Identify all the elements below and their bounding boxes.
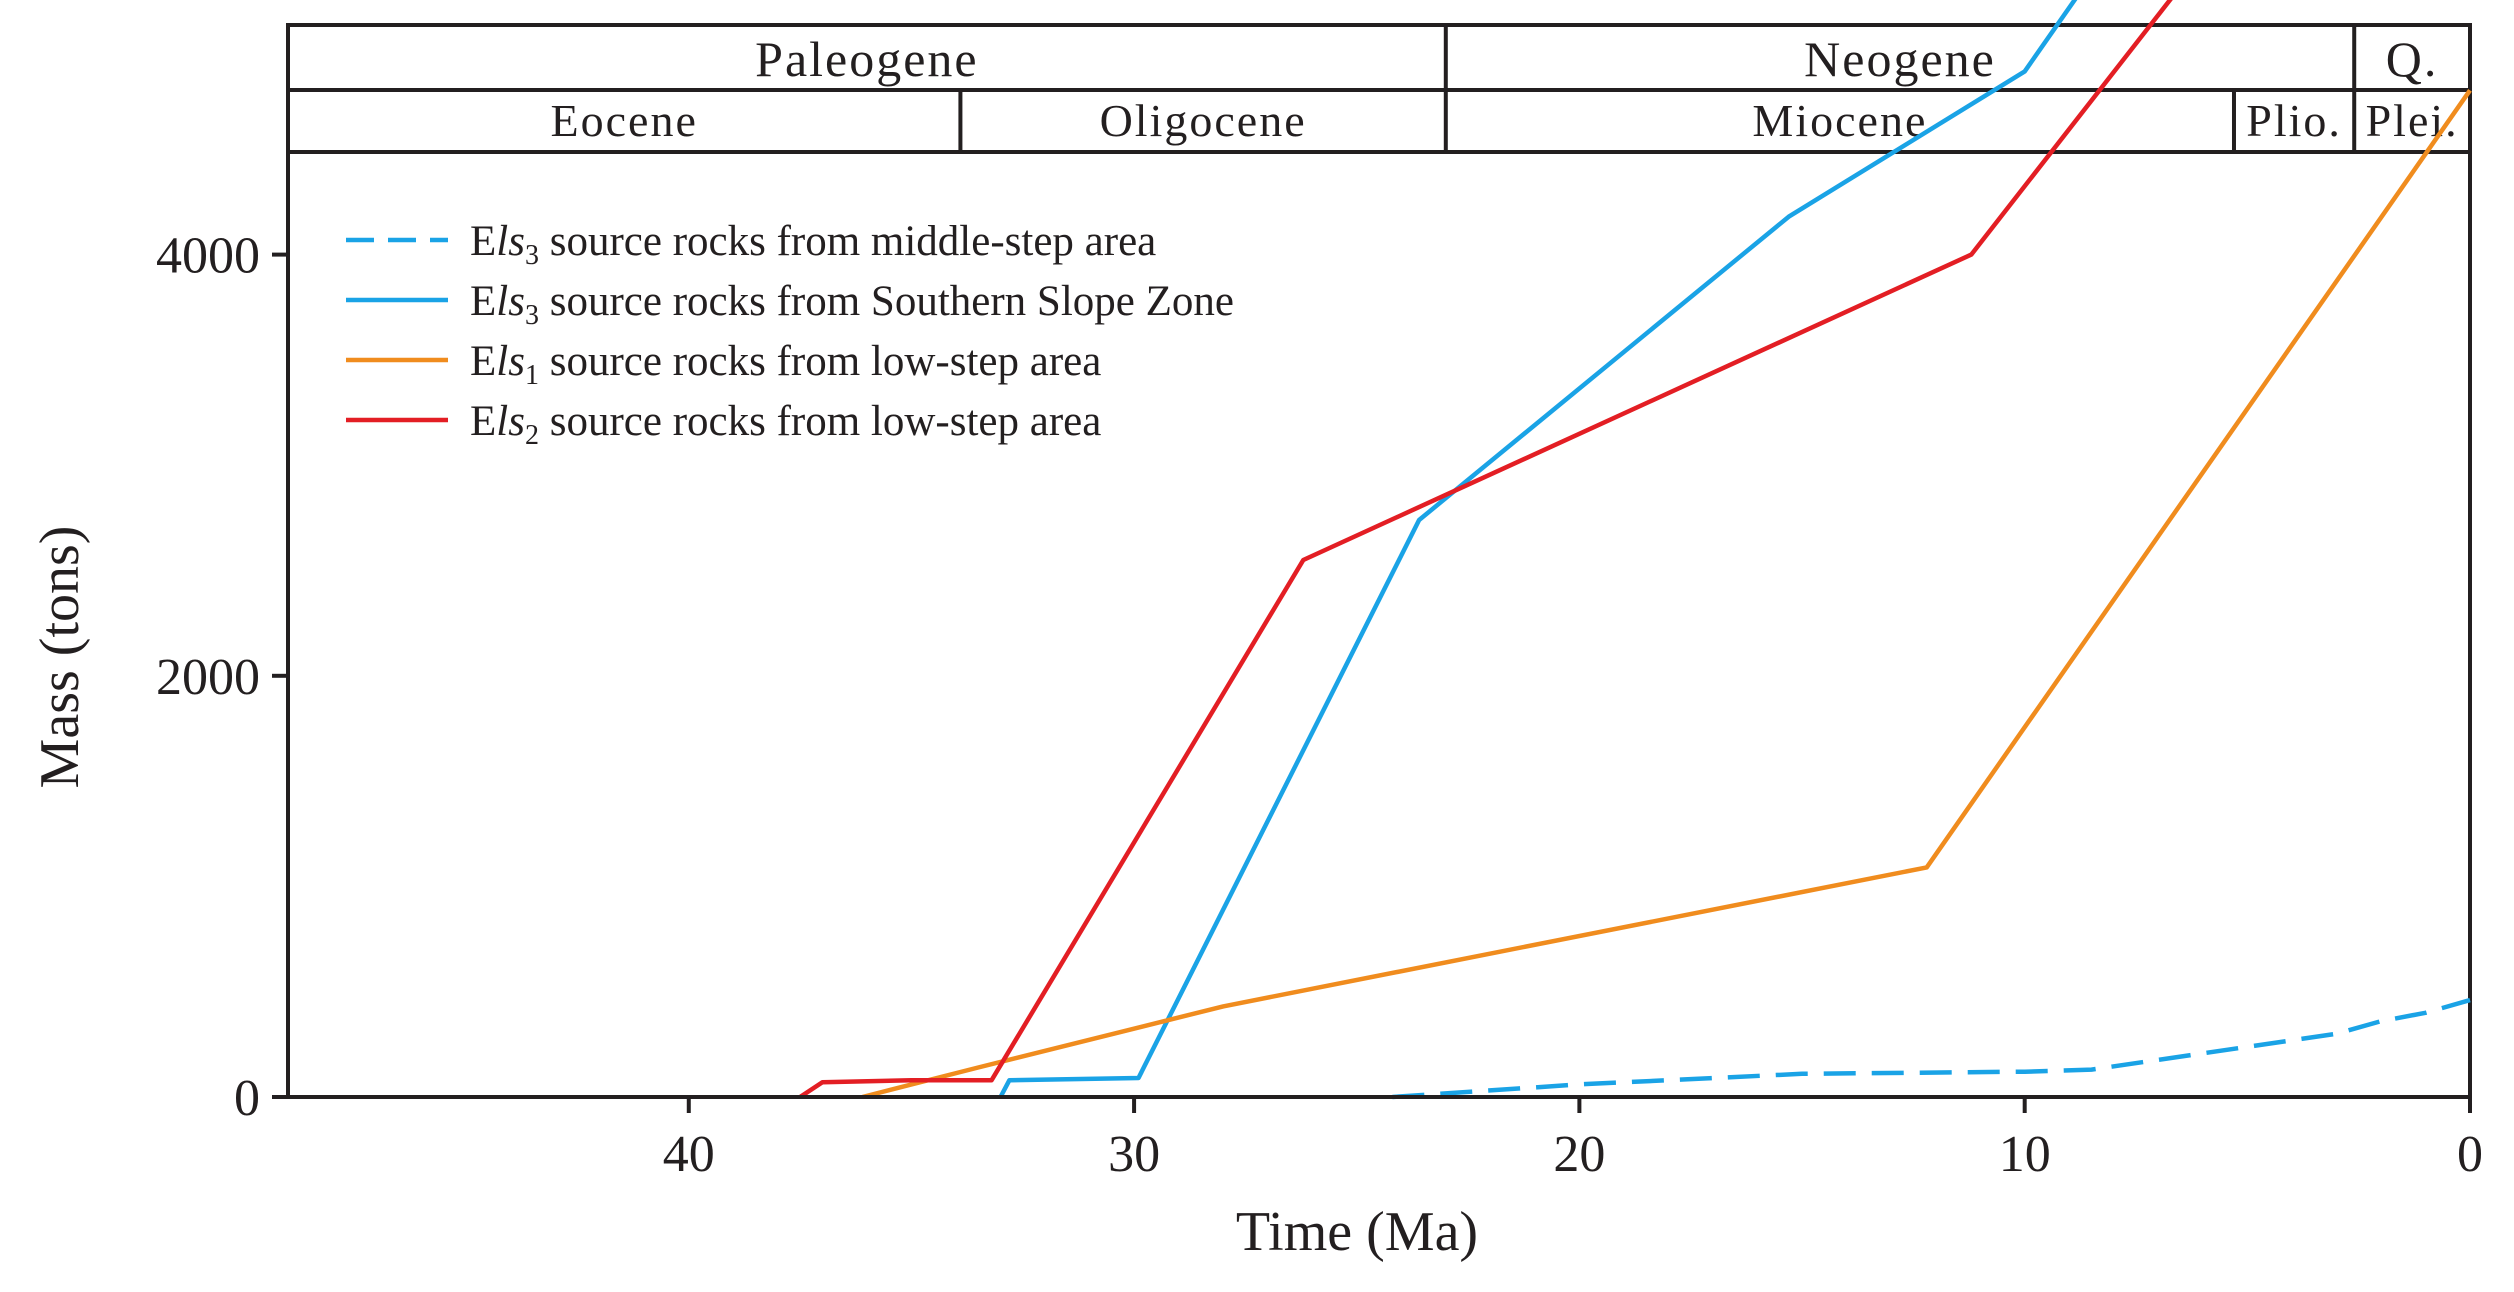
x-tick-label: 20 [1553,1126,1605,1183]
legend-item-2: Els3 source rocks from Southern Slope Zo… [346,278,1234,331]
epoch-label-oligocene: Oligocene [1100,95,1307,146]
series-line-4 [798,0,2173,1099]
legend-label: Els2 source rocks from low-step area [470,398,1101,451]
legend-label: Els3 source rocks from Southern Slope Zo… [470,278,1234,331]
geologic-timescale: Paleogene Neogene Q. Eocene Oligocene Miocene… [286,23,2472,154]
epoch-label-eocene: Eocene [551,95,698,146]
period-label-paleogene: Paleogene [755,31,978,87]
x-axis-title: Time (Ma) [1236,1201,1478,1263]
x-tick-label: 0 [2457,1126,2483,1183]
series-line-1 [1392,997,2471,1100]
legend: Els3 source rocks from middle-step area E… [346,218,1234,451]
x-tick-label: 30 [1108,1126,1160,1183]
epoch-label-plei: Plei. [2366,95,2459,146]
epoch-label-plio: Plio. [2246,95,2342,146]
y-tick-label: 4000 [156,228,260,285]
axes: 40302010002000400060008000 [156,228,2483,1183]
y-tick-label: 0 [234,1070,260,1127]
y-tick-label: 2000 [156,649,260,706]
legend-item-1: Els3 source rocks from middle-step area [346,218,1156,271]
plot-frame [286,152,2472,1097]
epoch-label-miocene: Miocene [1752,95,1927,146]
x-tick-label: 40 [663,1126,715,1183]
period-label-neogene: Neogene [1804,31,1996,87]
y-axis-title: Mass (tons) [29,526,91,789]
series-layer [798,0,2472,1100]
series-line-3 [861,89,2472,1100]
legend-item-3: Els1 source rocks from low-step area [346,338,1101,391]
series-line-2 [998,0,2078,1099]
legend-item-4: Els2 source rocks from low-step area [346,398,1101,451]
period-label-q: Q. [2386,31,2439,87]
legend-label: Els1 source rocks from low-step area [470,338,1101,391]
x-tick-label: 10 [1999,1126,2051,1183]
legend-label: Els3 source rocks from middle-step area [470,218,1156,271]
